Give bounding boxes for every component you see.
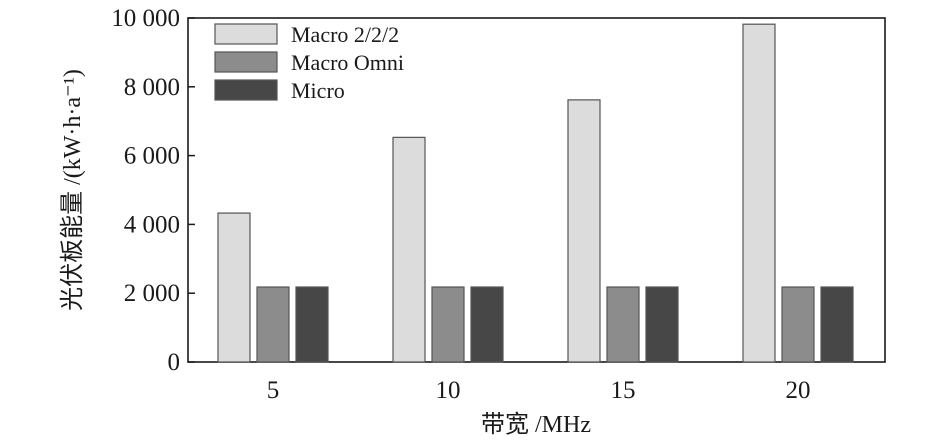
y-tick-label: 8 000: [124, 74, 180, 101]
bars: [217, 23, 854, 363]
bar-macro-2-2-2-10: [392, 136, 426, 363]
legend: Macro 2/2/2 Macro Omni Micro: [214, 22, 404, 103]
x-tick-labels: 5 10 15 20: [267, 377, 811, 404]
y-tick-label: 4 000: [124, 211, 180, 238]
y-axis-title: 光伏板能量 /(kW·h·a⁻¹): [59, 69, 86, 311]
y-tick-label: 10 000: [111, 5, 180, 32]
bar-micro-15: [645, 286, 679, 363]
x-axis-title: 带宽 /MHz: [481, 411, 591, 438]
y-tick-label: 2 000: [124, 280, 180, 307]
legend-label: Macro Omni: [291, 50, 404, 75]
bar-macro-2-2-2-15: [567, 99, 601, 363]
y-tick-label: 0: [168, 349, 181, 376]
x-tick-label: 10: [436, 377, 461, 404]
bar-macro-omni-20: [781, 286, 815, 363]
bar-micro-20: [820, 286, 854, 363]
bar-macro-2-2-2-5: [217, 212, 251, 363]
y-tick-labels: 0 2 000 4 000 6 000 8 000 10 000: [111, 5, 180, 376]
bar-micro-10: [470, 286, 504, 363]
x-tick-label: 20: [786, 377, 811, 404]
legend-label: Macro 2/2/2: [291, 22, 399, 47]
legend-swatch: [214, 23, 278, 45]
bar-macro-omni-10: [431, 286, 465, 363]
x-tick-label: 15: [611, 377, 636, 404]
legend-swatch: [214, 79, 278, 101]
bar-micro-5: [295, 286, 329, 363]
bar-macro-omni-5: [256, 286, 290, 363]
legend-swatch: [214, 51, 278, 73]
plot-frame: [187, 17, 886, 363]
bar-macro-omni-15: [606, 286, 640, 363]
legend-label: Micro: [291, 78, 345, 103]
bar-macro-2-2-2-20: [742, 23, 776, 363]
y-tick-label: 6 000: [124, 143, 180, 170]
x-tick-label: 5: [267, 377, 280, 404]
